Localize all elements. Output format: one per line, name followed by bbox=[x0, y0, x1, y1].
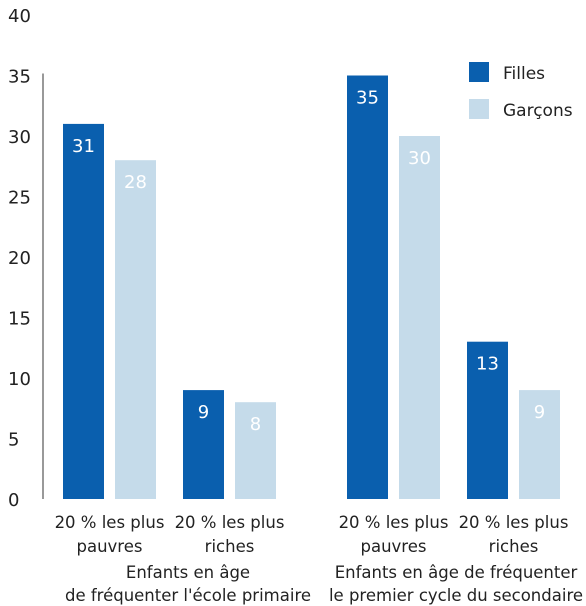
y-tick-label: 40 bbox=[8, 6, 31, 27]
y-tick-label: 30 bbox=[8, 127, 31, 148]
category-label: pauvres bbox=[77, 537, 143, 556]
legend: Filles Garçons bbox=[469, 62, 573, 121]
bar-garcons bbox=[519, 390, 560, 499]
bar-filles bbox=[63, 123, 104, 500]
category-label: pauvres bbox=[361, 537, 427, 556]
category-label: 20 % les plus bbox=[459, 513, 569, 532]
category-label: 20 % les plus bbox=[175, 513, 285, 532]
bar-filles bbox=[467, 341, 508, 499]
bar-garcons bbox=[235, 402, 276, 499]
axis-layer: 0 5 10 15 20 25 30 35 40 bbox=[8, 6, 44, 511]
bar-filles bbox=[347, 75, 388, 499]
y-tick-label: 0 bbox=[8, 490, 19, 511]
data-label: 9 bbox=[534, 402, 545, 423]
category-label: 20 % les plus bbox=[339, 513, 449, 532]
category-label: 20 % les plus bbox=[55, 513, 165, 532]
legend-swatch bbox=[469, 62, 489, 82]
bar-garcons bbox=[115, 160, 156, 499]
group-label: Enfants en âge bbox=[126, 563, 250, 582]
data-label: 8 bbox=[250, 414, 261, 435]
y-tick-label: 15 bbox=[8, 309, 31, 330]
data-label: 30 bbox=[408, 148, 431, 169]
bar-layer bbox=[63, 75, 560, 500]
data-label: 28 bbox=[124, 172, 147, 193]
bar-filles bbox=[183, 390, 224, 499]
data-label: 31 bbox=[72, 136, 95, 157]
label-layer: 31 9 35 13 28 8 30 9 20 % les plus pauvres 20 % le… bbox=[55, 88, 583, 606]
data-label: 13 bbox=[476, 354, 499, 375]
category-label: riches bbox=[489, 537, 539, 556]
legend-swatch bbox=[469, 99, 489, 119]
y-tick-label: 20 bbox=[8, 248, 31, 269]
group-label: Enfants en âge de fréquenter bbox=[335, 563, 578, 582]
y-tick-label: 10 bbox=[8, 369, 31, 390]
data-label: 9 bbox=[198, 402, 209, 423]
group-label: de fréquenter l'école primaire bbox=[65, 586, 311, 605]
group-label: le premier cycle du secondaire bbox=[329, 586, 583, 605]
legend-label: Garçons bbox=[503, 101, 573, 121]
legend-label: Filles bbox=[503, 64, 545, 84]
y-tick-label: 35 bbox=[8, 67, 31, 88]
category-label: riches bbox=[205, 537, 255, 556]
data-label: 35 bbox=[356, 88, 379, 109]
y-tick-label: 25 bbox=[8, 188, 31, 209]
bar-garcons bbox=[399, 136, 440, 499]
y-tick-label: 5 bbox=[8, 430, 19, 451]
